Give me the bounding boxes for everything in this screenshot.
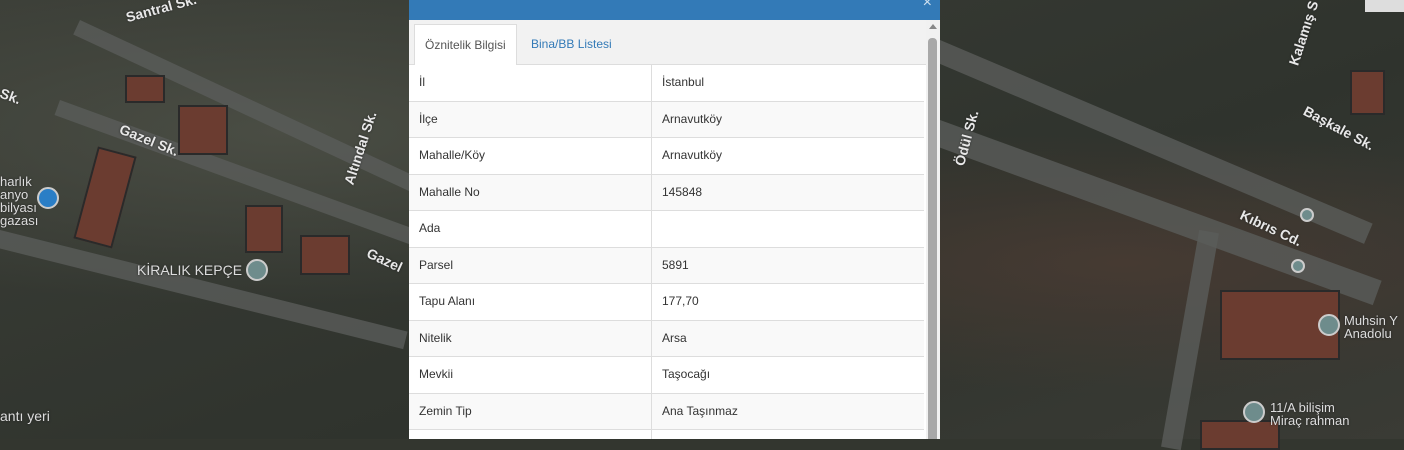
poi-pin-icon[interactable] xyxy=(1243,401,1265,423)
tab-bina-bb-listesi[interactable]: Bina/BB Listesi xyxy=(531,37,612,51)
table-row: Mahalle/Köy Arnavutköy xyxy=(409,138,924,175)
poi-label[interactable]: 11/A bilişim Miraç rahman xyxy=(1270,400,1350,428)
attribute-label: Mahalle/Köy xyxy=(409,138,652,174)
attribute-label: Nitelik xyxy=(409,320,652,356)
poi-label[interactable]: harlık anyo bilyası gazası xyxy=(0,174,39,228)
scrollbar-thumb[interactable] xyxy=(928,38,937,439)
attribute-value: 145848 xyxy=(662,184,703,199)
street-label: Santral Sk. xyxy=(124,0,199,26)
attribute-label: Ada xyxy=(409,211,652,247)
table-row: İl İstanbul xyxy=(409,65,924,102)
attribute-value: İstanbul xyxy=(662,75,705,89)
attribute-label: İl xyxy=(409,65,652,101)
attribute-value: Arnavutköy xyxy=(662,111,723,126)
attribute-table: İl İstanbul İlçe Arnavutköy Mahalle/Köy Arnav… xyxy=(409,65,924,439)
attribute-label: Tapu Alanı xyxy=(409,284,652,320)
table-row: Zemin Tip Ana Taşınmaz xyxy=(409,393,924,430)
attribute-label: İlçe xyxy=(409,101,652,137)
scrollbar[interactable] xyxy=(926,20,940,439)
scroll-up-icon[interactable] xyxy=(929,24,937,29)
attribute-value: Arnavutköy xyxy=(662,148,723,162)
tab-oznitelik-bilgisi[interactable]: Öznitelik Bilgisi xyxy=(414,24,517,65)
poi-label[interactable]: Muhsin Y Anadolu xyxy=(1344,313,1398,341)
table-row: Mahalle No 145848 xyxy=(409,174,924,211)
attribute-label: Mahalle No xyxy=(409,174,652,210)
dialog-header: × xyxy=(409,0,940,20)
attribute-value: Arsa xyxy=(662,330,687,345)
table-row: Ada xyxy=(409,211,924,248)
close-icon[interactable]: × xyxy=(922,0,932,11)
table-row: Mevkii Taşocağı xyxy=(409,357,924,394)
attribute-label xyxy=(409,430,652,439)
school-pin-icon[interactable] xyxy=(1318,314,1340,336)
tab-bar: Öznitelik Bilgisi Bina/BB Listesi xyxy=(409,20,926,65)
attribute-value xyxy=(652,211,924,247)
map-control-button[interactable] xyxy=(1365,0,1404,12)
attribute-value: 177,70 xyxy=(662,294,699,308)
attribute-label: Mevkii xyxy=(409,357,652,393)
attribute-value xyxy=(652,430,924,439)
bus-stop-icon[interactable] xyxy=(1300,208,1314,222)
attribute-label: Parsel xyxy=(409,247,652,283)
poi-label[interactable]: antı yeri xyxy=(0,408,50,424)
street-label: Kalamış S xyxy=(1285,0,1322,68)
table-row xyxy=(409,430,924,439)
street-label: Sk. xyxy=(0,84,24,108)
attribute-value: Ana Taşınmaz xyxy=(662,403,738,418)
lock-pin-icon[interactable] xyxy=(37,187,59,209)
table-row: İlçe Arnavutköy xyxy=(409,101,924,138)
poi-pin-icon[interactable] xyxy=(246,259,268,281)
poi-label[interactable]: KİRALIK KEPÇE xyxy=(137,262,243,278)
table-row: Tapu Alanı 177,70 xyxy=(409,284,924,321)
bus-stop-icon[interactable] xyxy=(1291,259,1305,273)
attribute-label: Zemin Tip xyxy=(409,393,652,429)
info-dialog: × Öznitelik Bilgisi Bina/BB Listesi İl İs… xyxy=(409,0,940,439)
street-label: Gazel xyxy=(364,244,405,276)
table-row: Parsel 5891 xyxy=(409,247,924,284)
attribute-value: Taşocağı xyxy=(662,367,711,381)
attribute-value: 5891 xyxy=(662,257,689,272)
table-row: Nitelik Arsa xyxy=(409,320,924,357)
